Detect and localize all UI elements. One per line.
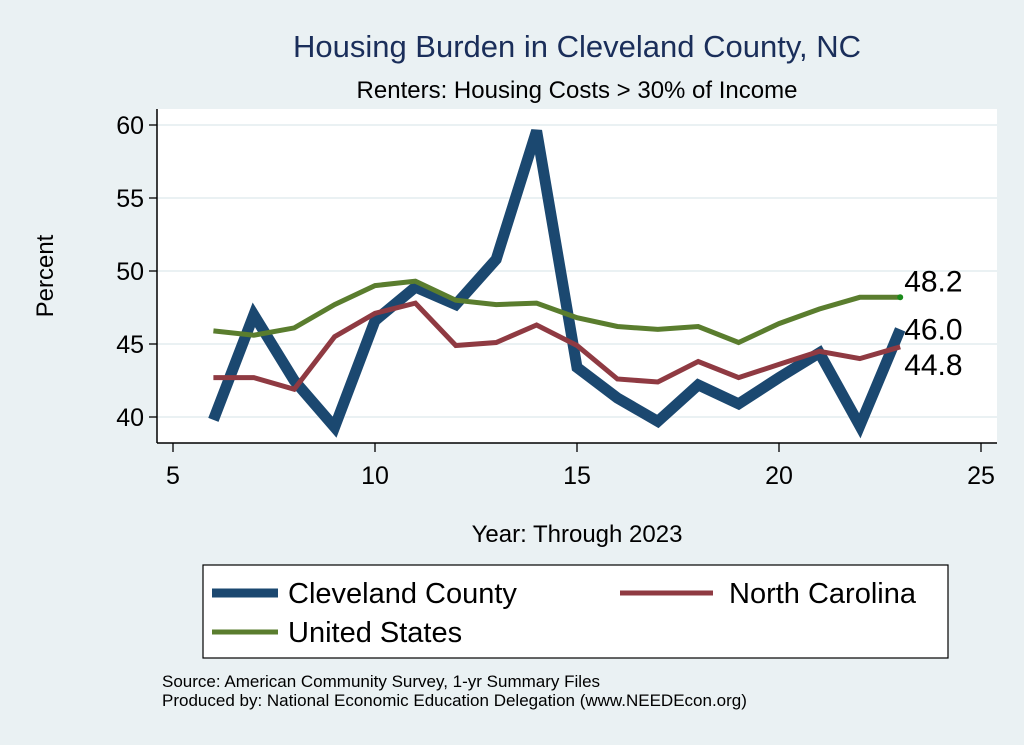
- end-label-north-carolina: 44.8: [904, 349, 962, 382]
- x-tick-label-15: 15: [563, 462, 591, 490]
- x-axis-ticks: 5 10 15 20 25: [166, 443, 995, 490]
- chart-subtitle: Renters: Housing Costs > 30% of Income: [357, 77, 798, 104]
- end-labels: 46.044.8 48.2: [897, 265, 963, 382]
- y-tick-label-40: 40: [116, 404, 144, 432]
- legend-box: [202, 564, 949, 659]
- x-axis-title: Year: Through 2023: [472, 521, 683, 548]
- series-line-cleveland-county: [208, 129, 906, 439]
- x-tick-label-5: 5: [166, 462, 180, 490]
- x-tick-label-20: 20: [765, 462, 793, 490]
- chart-title: Housing Burden in Cleveland County, NC: [293, 29, 861, 64]
- legend-label-cleveland-county: Cleveland County: [288, 578, 517, 610]
- y-tick-label-50: 50: [116, 258, 144, 286]
- legend-label-united-states: United States: [288, 617, 462, 649]
- legend: Cleveland County North Carolina United S…: [202, 564, 949, 659]
- series-line-north-carolina: [213, 300, 901, 393]
- y-tick-label-55: 55: [116, 185, 144, 213]
- x-tick-label-10: 10: [361, 462, 389, 490]
- x-tick-label-25: 25: [967, 462, 995, 490]
- y-tick-label-45: 45: [116, 331, 144, 359]
- end-marker-united-states: [897, 294, 904, 301]
- end-label-united-states: 48.2: [904, 265, 962, 298]
- y-axis-title: Percent: [32, 234, 59, 317]
- legend-label-north-carolina: North Carolina: [729, 578, 917, 610]
- y-tick-label-60: 60: [116, 112, 144, 140]
- series-lines: [208, 129, 906, 439]
- end-label-cleveland-county: 46.0: [904, 313, 962, 346]
- series-line-united-states: [213, 278, 901, 346]
- y-axis-ticks: 40 45 50 55 60: [116, 112, 157, 432]
- produced-by-note: Produced by: National Economic Education…: [162, 691, 747, 710]
- source-note: Source: American Community Survey, 1-yr …: [162, 672, 600, 691]
